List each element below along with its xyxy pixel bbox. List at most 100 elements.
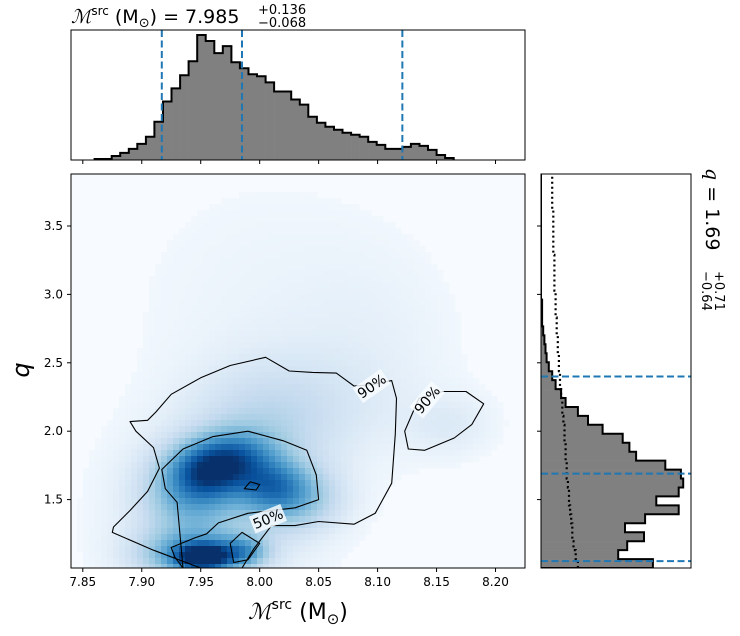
heatmap-cell bbox=[89, 498, 96, 505]
heatmap-cell bbox=[185, 456, 192, 463]
heatmap-cell bbox=[335, 336, 342, 343]
heatmap-cell bbox=[431, 402, 438, 409]
contour-90-0 bbox=[111, 356, 398, 568]
heatmap-cell bbox=[215, 408, 222, 415]
heatmap-cell bbox=[239, 354, 246, 361]
heatmap-cell bbox=[461, 354, 468, 361]
heatmap-cell bbox=[257, 432, 264, 439]
heatmap-cell bbox=[173, 348, 180, 355]
heatmap-cell bbox=[233, 384, 240, 391]
heatmap-cell bbox=[299, 420, 306, 427]
heatmap-cell bbox=[299, 504, 306, 511]
heatmap-cell bbox=[437, 360, 444, 367]
heatmap-cell bbox=[251, 492, 258, 499]
heatmap-cell bbox=[311, 210, 318, 217]
heatmap-cell bbox=[251, 306, 258, 313]
heatmap-cell bbox=[263, 456, 270, 463]
heatmap-cell bbox=[269, 552, 276, 559]
heatmap-cell bbox=[137, 348, 144, 355]
heatmap-cell bbox=[269, 318, 276, 325]
heatmap-cell bbox=[221, 228, 228, 235]
heatmap-cell bbox=[359, 432, 366, 439]
heatmap-cell bbox=[245, 210, 252, 217]
x-tick-label: 7.90 bbox=[128, 575, 155, 589]
heatmap-cell bbox=[185, 546, 192, 553]
heatmap-cell bbox=[269, 372, 276, 379]
heatmap-cell bbox=[167, 504, 174, 511]
heatmap-cell bbox=[365, 450, 372, 457]
heatmap-cell bbox=[311, 414, 318, 421]
heatmap-cell bbox=[377, 354, 384, 361]
heatmap-cell bbox=[209, 276, 216, 283]
heatmap-cell bbox=[287, 426, 294, 433]
heatmap-cell bbox=[215, 420, 222, 427]
heatmap-cell bbox=[395, 438, 402, 445]
heatmap-cell bbox=[161, 264, 168, 271]
heatmap-cell bbox=[323, 528, 330, 535]
heatmap-cell bbox=[455, 348, 462, 355]
heatmap-cell bbox=[263, 468, 270, 475]
heatmap-cell bbox=[203, 444, 210, 451]
heatmap-cell bbox=[179, 324, 186, 331]
heatmap-cell bbox=[467, 444, 474, 451]
heatmap-cell bbox=[425, 282, 432, 289]
heatmap-cell bbox=[275, 408, 282, 415]
heatmap-cell bbox=[209, 504, 216, 511]
heatmap-cell bbox=[311, 426, 318, 433]
heatmap-cell bbox=[137, 552, 144, 559]
heatmap-cell bbox=[257, 378, 264, 385]
heatmap-cell bbox=[281, 528, 288, 535]
heatmap-cell bbox=[233, 522, 240, 529]
heatmap-cell bbox=[353, 366, 360, 373]
heatmap-cell bbox=[95, 438, 102, 445]
heatmap-cell bbox=[179, 252, 186, 259]
heatmap-cell bbox=[149, 312, 156, 319]
heatmap-cell bbox=[251, 282, 258, 289]
heatmap-cell bbox=[221, 306, 228, 313]
heatmap-cell bbox=[239, 234, 246, 241]
heatmap-cell bbox=[467, 408, 474, 415]
heatmap-cell bbox=[143, 360, 150, 367]
heatmap-cell bbox=[317, 426, 324, 433]
heatmap-cell bbox=[281, 426, 288, 433]
heatmap-cell bbox=[419, 462, 426, 469]
heatmap-cell bbox=[353, 258, 360, 265]
heatmap-cell bbox=[353, 204, 360, 211]
heatmap-cell bbox=[311, 438, 318, 445]
heatmap-cell bbox=[293, 528, 300, 535]
heatmap-cell bbox=[257, 408, 264, 415]
heatmap-cell bbox=[437, 324, 444, 331]
heatmap-cell bbox=[281, 258, 288, 265]
heatmap-cell bbox=[197, 342, 204, 349]
heatmap-cell bbox=[341, 258, 348, 265]
heatmap-cell bbox=[125, 456, 132, 463]
heatmap-cell bbox=[245, 318, 252, 325]
heatmap-cell bbox=[203, 510, 210, 517]
x-tick-label: 8.00 bbox=[246, 575, 273, 589]
heatmap-cell bbox=[215, 246, 222, 253]
heatmap-cell bbox=[419, 378, 426, 385]
heatmap-cell bbox=[215, 318, 222, 325]
heatmap-cell bbox=[197, 276, 204, 283]
heatmap-cell bbox=[131, 402, 138, 409]
heatmap-cell bbox=[251, 270, 258, 277]
heatmap-cell bbox=[197, 426, 204, 433]
heatmap-cell bbox=[299, 366, 306, 373]
heatmap-cell bbox=[119, 426, 126, 433]
heatmap-cell bbox=[317, 264, 324, 271]
heatmap-cell bbox=[281, 540, 288, 547]
heatmap-cell bbox=[299, 336, 306, 343]
heatmap-cell bbox=[395, 372, 402, 379]
heatmap-cell bbox=[269, 408, 276, 415]
heatmap-cell bbox=[227, 444, 234, 451]
heatmap-cell bbox=[149, 438, 156, 445]
heatmap-cell bbox=[251, 450, 258, 457]
heatmap-cell bbox=[167, 510, 174, 517]
heatmap-cell bbox=[209, 372, 216, 379]
heatmap-cell bbox=[299, 240, 306, 247]
heatmap-cell bbox=[155, 510, 162, 517]
heatmap-cell bbox=[269, 264, 276, 271]
heatmap-cell bbox=[335, 258, 342, 265]
heatmap-cell bbox=[263, 408, 270, 415]
heatmap-cell bbox=[173, 492, 180, 499]
